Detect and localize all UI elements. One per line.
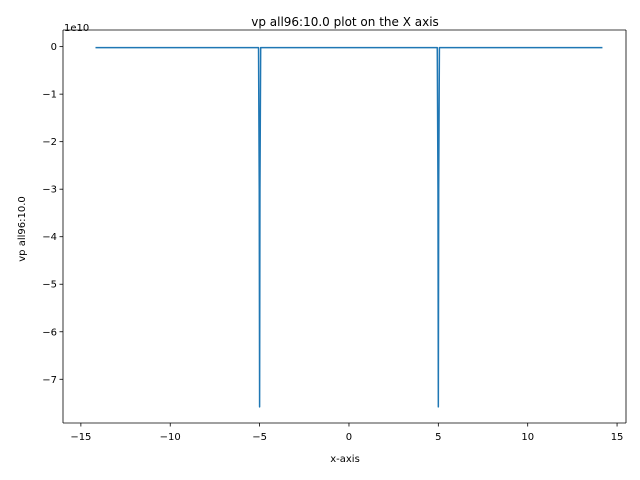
y-tick-label: −6 [42, 327, 57, 338]
y-axis-label: vp all96:10.0 [17, 196, 28, 262]
y-tick-label: 0 [51, 42, 57, 53]
x-axis-label: x-axis [330, 454, 360, 465]
x-tick-label: −10 [160, 432, 181, 443]
y-tick-label: −7 [42, 375, 57, 386]
plot-area: −15 −10 −5 0 5 10 15 0 −1 −2 −3 −4 −5 −6 −7 [42, 29, 627, 443]
y-tick-label: −5 [42, 280, 57, 291]
series-line-0 [95, 46, 603, 408]
x-tick-label: −5 [252, 432, 267, 443]
x-tick-label: −15 [70, 432, 91, 443]
chart-title: vp all96:10.0 plot on the X axis [251, 15, 439, 29]
y-tick-label: −4 [42, 232, 57, 243]
x-tick-label: 0 [346, 432, 352, 443]
y-tick-label: −3 [42, 185, 57, 196]
y-tick-label: −1 [42, 90, 57, 101]
y-offset-label: 1e10 [64, 23, 89, 34]
x-tick-label: 10 [521, 432, 534, 443]
y-tick-label: −2 [42, 137, 57, 148]
x-tick-label: 15 [611, 432, 624, 443]
x-tick-label: 5 [435, 432, 441, 443]
